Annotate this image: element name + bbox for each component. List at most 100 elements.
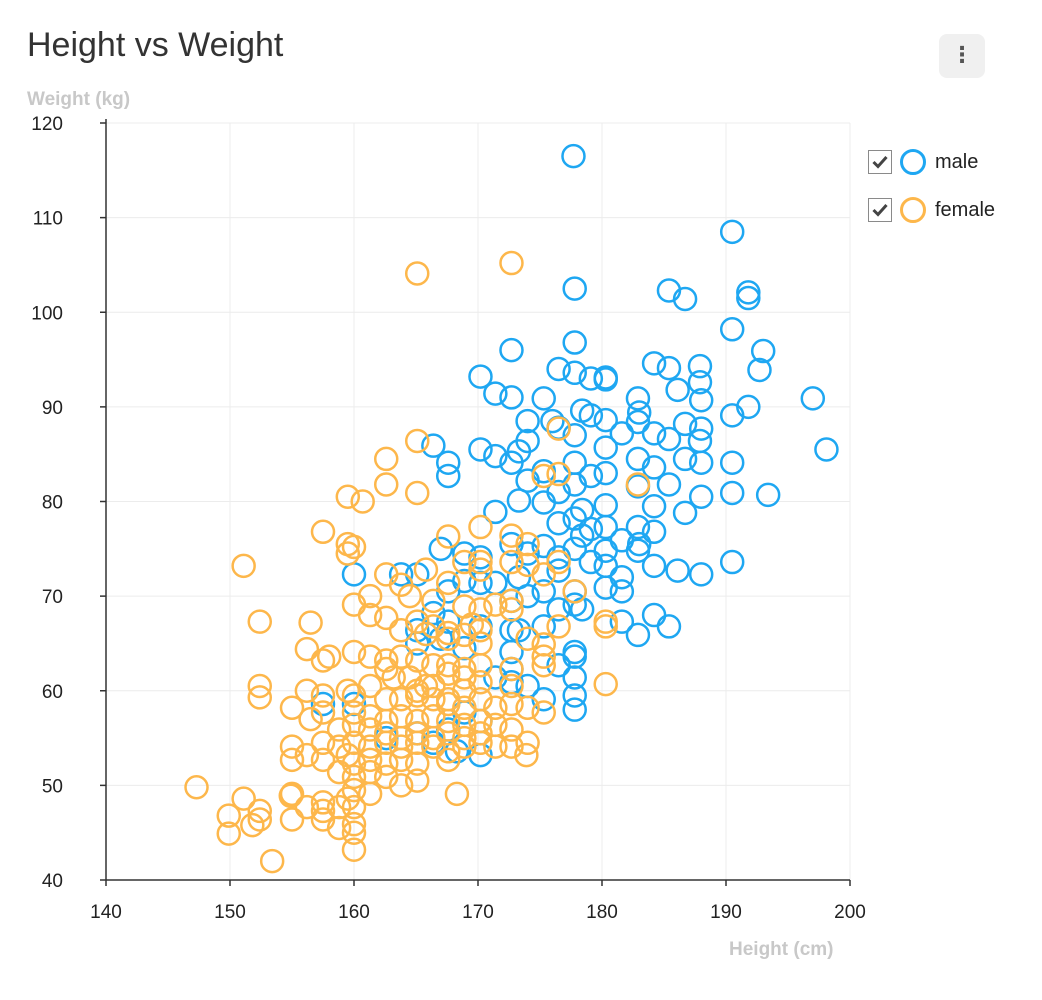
data-point-male xyxy=(569,523,595,548)
data-point-female xyxy=(247,798,273,824)
y-tick-label: 90 xyxy=(42,398,63,419)
data-point-male xyxy=(747,357,772,383)
data-point-male xyxy=(755,482,781,508)
y-tick-label: 70 xyxy=(42,587,63,608)
data-point-male xyxy=(546,597,571,622)
chart-menu-button[interactable]: ⋮ xyxy=(939,34,985,78)
data-point-female xyxy=(499,656,524,682)
data-point-male xyxy=(687,428,713,454)
data-point-male xyxy=(814,437,839,462)
data-point-male xyxy=(672,411,698,437)
data-point-male xyxy=(687,370,713,395)
data-point-male xyxy=(593,514,618,540)
data-point-female xyxy=(546,416,571,441)
data-point-male xyxy=(688,450,714,475)
y-tick-label: 110 xyxy=(33,209,63,230)
x-tick-label: 140 xyxy=(90,902,122,923)
data-point-female xyxy=(247,807,273,832)
x-axis-label: Height (cm) xyxy=(729,939,834,960)
data-point-female xyxy=(404,678,430,703)
data-point-female xyxy=(326,815,352,841)
data-point-male xyxy=(546,511,571,536)
data-point-female xyxy=(259,848,285,874)
data-point-female xyxy=(515,695,540,721)
data-point-female xyxy=(279,695,305,721)
data-point-female xyxy=(310,798,336,824)
x-tick-label: 150 xyxy=(214,902,246,923)
data-point-female xyxy=(468,557,493,582)
data-point-male xyxy=(540,408,565,434)
data-point-female xyxy=(483,734,508,759)
x-tick-label: 180 xyxy=(586,902,618,923)
data-point-male xyxy=(688,562,714,587)
female-checkbox[interactable] xyxy=(868,198,892,222)
data-point-female xyxy=(341,534,367,560)
data-point-female xyxy=(397,583,423,609)
data-point-male xyxy=(593,575,618,600)
data-point-female xyxy=(435,524,461,549)
data-point-male xyxy=(562,683,587,708)
data-point-female xyxy=(435,570,461,596)
data-point-female xyxy=(310,790,336,815)
male-checkbox[interactable] xyxy=(868,150,892,174)
data-point-male xyxy=(562,360,587,386)
data-point-male xyxy=(750,338,776,364)
data-point-female xyxy=(279,734,305,759)
data-point-male xyxy=(435,450,461,475)
data-point-female xyxy=(499,549,524,575)
data-point-female xyxy=(468,549,493,575)
data-point-female xyxy=(404,648,430,673)
data-point-female xyxy=(310,747,336,773)
legend-item-female[interactable]: female xyxy=(868,194,995,226)
data-point-female xyxy=(350,489,375,514)
data-point-female xyxy=(310,519,336,545)
data-point-female xyxy=(468,617,493,643)
data-point-male xyxy=(736,280,761,305)
data-point-female xyxy=(373,648,399,673)
data-point-male xyxy=(688,484,714,510)
data-point-female xyxy=(184,775,209,800)
data-point-male xyxy=(421,433,446,458)
data-point-female xyxy=(531,644,556,669)
y-tick-label: 120 xyxy=(31,114,63,135)
data-point-female xyxy=(546,614,571,639)
data-point-female xyxy=(404,261,430,286)
data-point-male xyxy=(687,353,713,379)
data-point-female xyxy=(452,725,477,751)
data-point-male xyxy=(310,691,336,717)
legend-item-male[interactable]: male xyxy=(868,146,995,178)
data-point-male xyxy=(688,388,714,413)
data-point-male xyxy=(672,446,698,472)
data-point-female xyxy=(435,652,461,678)
data-point-male xyxy=(546,356,571,382)
data-point-male xyxy=(562,423,587,448)
data-point-male xyxy=(665,558,690,583)
data-point-female xyxy=(388,747,414,773)
data-point-male xyxy=(578,403,604,428)
data-point-male xyxy=(578,516,604,542)
data-point-male xyxy=(593,407,618,433)
data-point-female xyxy=(298,610,323,635)
data-point-female xyxy=(468,721,493,746)
data-point-male xyxy=(483,381,508,406)
data-point-female xyxy=(294,636,320,662)
data-point-female xyxy=(335,541,361,566)
y-tick-label: 50 xyxy=(42,776,63,797)
data-point-male xyxy=(593,460,618,486)
data-point-female xyxy=(404,480,430,506)
data-point-female xyxy=(499,588,524,614)
data-point-female xyxy=(357,644,383,669)
data-point-male xyxy=(531,579,556,604)
data-point-male xyxy=(641,455,667,480)
data-point-female xyxy=(452,549,477,575)
data-point-male xyxy=(626,400,652,425)
data-point-female xyxy=(444,781,470,807)
data-point-male xyxy=(546,558,571,583)
data-point-male xyxy=(625,409,651,435)
data-point-female xyxy=(499,597,524,622)
data-point-male xyxy=(736,285,761,311)
x-tick-label: 200 xyxy=(834,902,866,923)
data-point-female xyxy=(310,730,336,756)
data-point-male xyxy=(388,562,414,587)
data-point-female xyxy=(404,683,430,708)
